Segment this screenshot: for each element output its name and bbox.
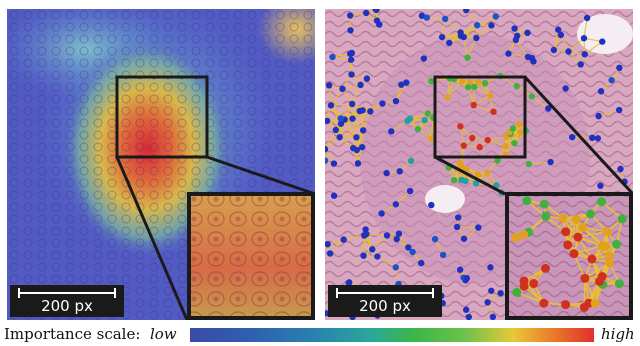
graph-panel: 200 px: [325, 9, 633, 320]
scale-bar-left: 200 px: [10, 285, 124, 317]
heatmap-panel: 200 px: [7, 9, 315, 320]
heatmap-image: [7, 9, 315, 320]
legend-low-label: low: [149, 325, 177, 343]
graph-image: [325, 9, 633, 320]
scale-bar-right: 200 px: [328, 285, 442, 317]
scale-label: 200 px: [41, 297, 93, 315]
scale-label: 200 px: [359, 297, 411, 315]
legend-label: Importance scale: low: [4, 325, 177, 343]
legend-colorbar: [190, 328, 594, 342]
importance-legend: Importance scale: low high: [0, 324, 640, 346]
legend-high-label: high: [601, 325, 635, 343]
